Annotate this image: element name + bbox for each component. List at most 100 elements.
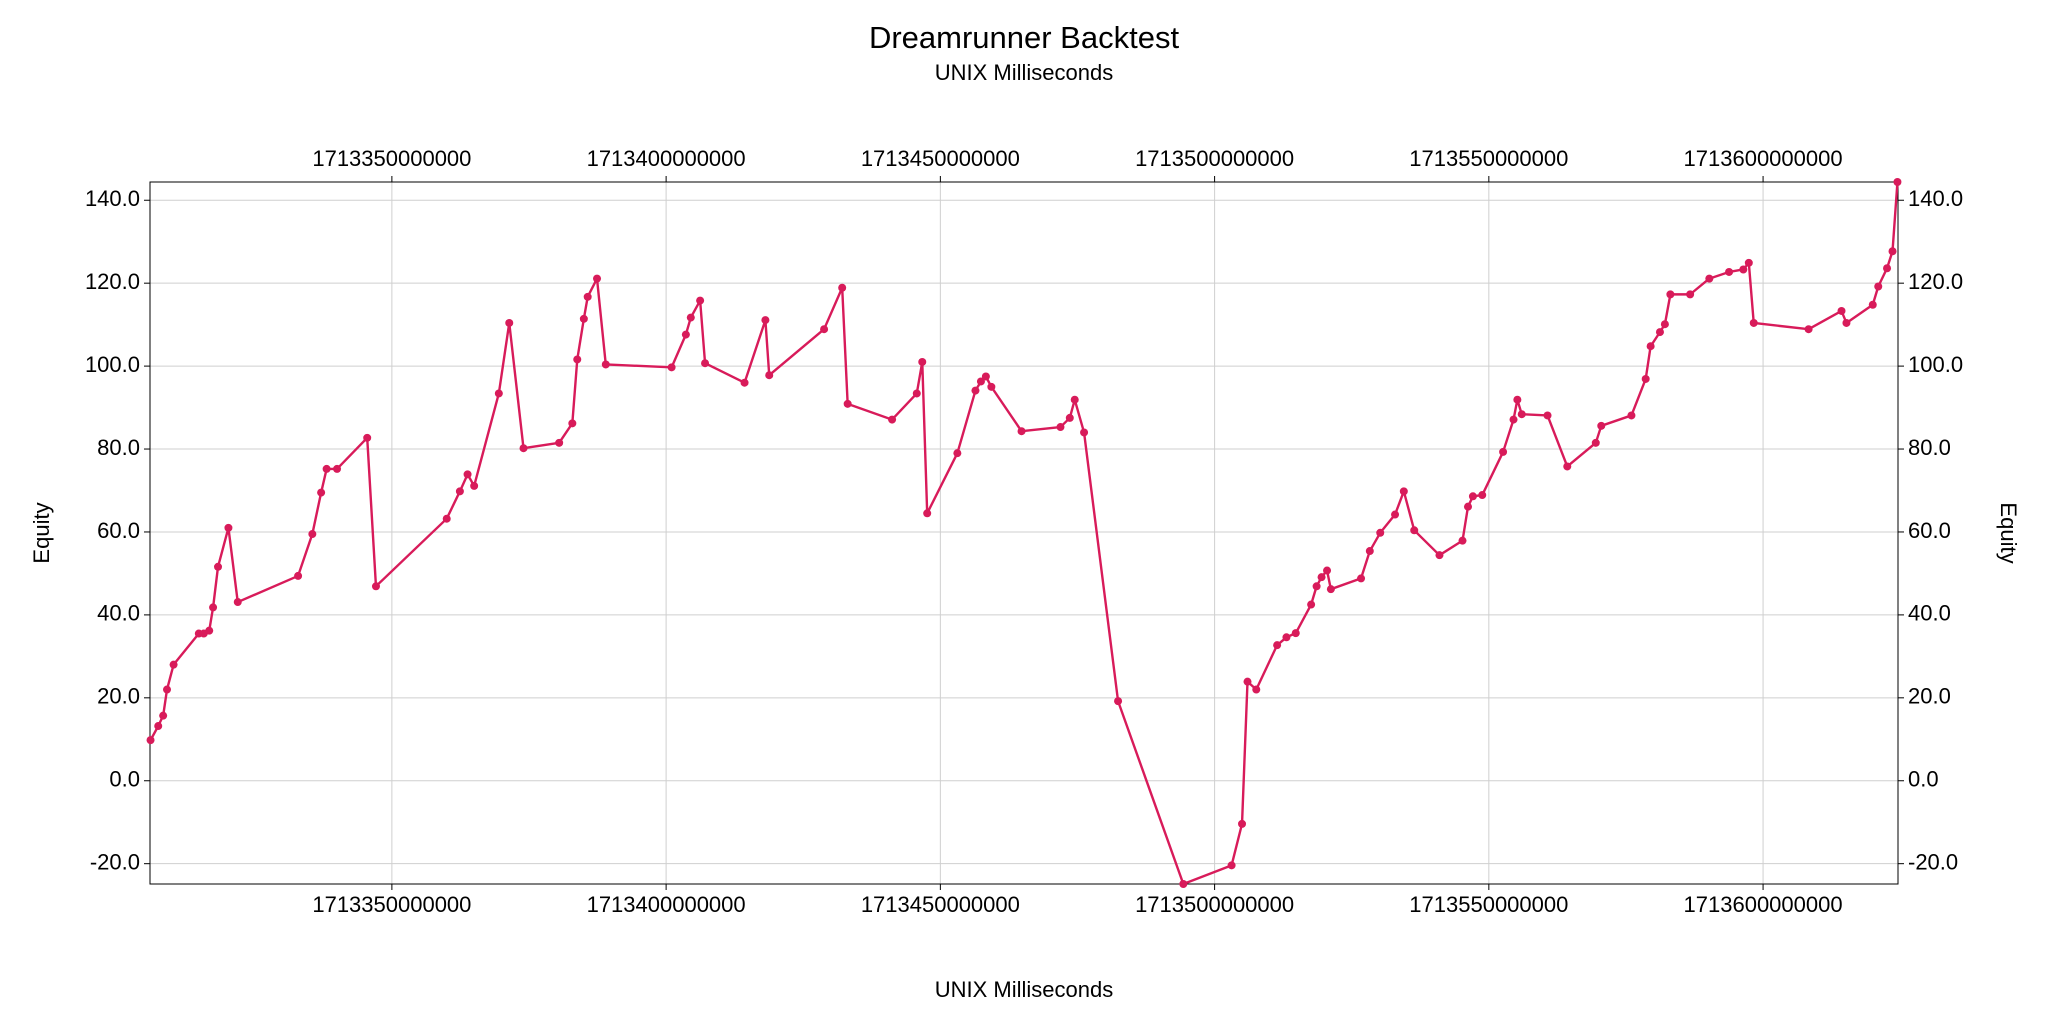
- equity-point: [1705, 274, 1714, 283]
- equity-point: [1435, 551, 1444, 560]
- equity-point: [463, 470, 472, 479]
- equity-point: [686, 313, 695, 322]
- equity-point: [1686, 290, 1695, 299]
- equity-point: [442, 514, 451, 523]
- equity-point: [1660, 320, 1669, 329]
- equity-point: [696, 296, 705, 305]
- y-tick-label-right: 40.0: [1908, 601, 1951, 626]
- equity-point: [163, 685, 172, 694]
- equity-point: [740, 378, 749, 387]
- y-tick-label: 140.0: [85, 186, 140, 211]
- y-tick-label-right: 120.0: [1908, 269, 1963, 294]
- equity-point: [322, 464, 331, 473]
- equity-point: [1391, 510, 1400, 519]
- equity-point: [987, 382, 996, 391]
- equity-point: [838, 283, 847, 292]
- x-axis-label: UNIX Milliseconds: [935, 977, 1114, 1002]
- y-tick-label: 80.0: [97, 435, 140, 460]
- x-tick-label: 1713400000000: [587, 892, 746, 917]
- x-tick-label-top: 1713400000000: [587, 146, 746, 171]
- equity-point: [579, 314, 588, 323]
- equity-point: [765, 371, 774, 380]
- equity-point: [1739, 265, 1748, 274]
- equity-point: [701, 359, 710, 368]
- x-tick-label: 1713550000000: [1409, 892, 1568, 917]
- y-axis-label: Equity: [29, 502, 54, 563]
- equity-point: [1543, 411, 1552, 420]
- equity-point: [912, 389, 921, 398]
- equity-point: [1478, 491, 1487, 500]
- x-tick-label: 1713500000000: [1135, 892, 1294, 917]
- equity-point: [233, 598, 242, 607]
- y-tick-label: 0.0: [109, 767, 140, 792]
- y-tick-label-right: -20.0: [1908, 849, 1958, 874]
- equity-point: [593, 274, 602, 283]
- equity-point: [1017, 427, 1026, 436]
- equity-point: [976, 377, 985, 386]
- equity-point: [1365, 547, 1374, 556]
- equity-point: [1179, 880, 1188, 888]
- equity-point: [1725, 267, 1734, 276]
- equity-point: [1627, 411, 1636, 420]
- equity-point: [1893, 178, 1902, 186]
- equity-point: [1744, 258, 1753, 267]
- equity-line: [149, 181, 1899, 886]
- equity-point: [159, 711, 168, 720]
- equity-point: [601, 360, 610, 369]
- y-tick-label-right: 80.0: [1908, 435, 1951, 460]
- chart-subtitle: UNIX Milliseconds: [935, 60, 1114, 85]
- y-axis-label-right: Equity: [1996, 502, 2021, 563]
- equity-point: [1563, 462, 1572, 471]
- equity-point: [1080, 428, 1089, 437]
- plot-frame: [149, 181, 1899, 885]
- equity-point: [1070, 395, 1079, 404]
- equity-point: [681, 330, 690, 339]
- equity-point: [1227, 861, 1236, 870]
- x-tick-label-top: 1713450000000: [861, 146, 1020, 171]
- y-tick-label-right: 100.0: [1908, 352, 1963, 377]
- equity-point: [583, 292, 592, 301]
- equity-point: [1597, 421, 1606, 430]
- y-tick-label: 40.0: [97, 601, 140, 626]
- equity-point: [1517, 410, 1526, 419]
- equity-point: [1883, 264, 1892, 273]
- equity-point: [494, 389, 503, 398]
- y-tick-label-right: 0.0: [1908, 767, 1939, 792]
- equity-point: [1399, 487, 1408, 496]
- x-tick-label-top: 1713600000000: [1684, 146, 1843, 171]
- equity-point: [1666, 290, 1675, 299]
- x-tick-label-top: 1713350000000: [312, 146, 471, 171]
- equity-point: [1273, 641, 1282, 650]
- equity-point: [1065, 413, 1074, 422]
- equity-point: [888, 415, 897, 424]
- equity-point: [1238, 819, 1247, 828]
- equity-point: [1410, 526, 1419, 535]
- equity-point: [1499, 447, 1508, 456]
- y-tick-label: 60.0: [97, 518, 140, 543]
- equity-point: [923, 509, 932, 518]
- equity-point: [333, 464, 342, 473]
- equity-point: [1468, 492, 1477, 501]
- equity-point: [1591, 438, 1600, 447]
- equity-point: [667, 363, 676, 372]
- equity-point: [214, 562, 223, 571]
- equity-point: [205, 626, 214, 635]
- equity-point: [1641, 374, 1650, 383]
- y-tick-label: 120.0: [85, 269, 140, 294]
- chart-title: Dreamrunner Backtest: [869, 20, 1180, 55]
- equity-point: [1837, 306, 1846, 315]
- equity-point: [820, 325, 829, 334]
- equity-point: [146, 736, 155, 745]
- equity-point: [1307, 600, 1316, 609]
- equity-point: [971, 386, 980, 395]
- equity-point: [1513, 395, 1522, 404]
- equity-point: [371, 582, 380, 591]
- y-tick-label: -20.0: [90, 849, 140, 874]
- equity-point: [1749, 318, 1758, 327]
- equity-point: [455, 487, 464, 496]
- y-tick-label-right: 20.0: [1908, 684, 1951, 709]
- x-tick-label-top: 1713550000000: [1409, 146, 1568, 171]
- equity-point: [505, 318, 514, 327]
- y-tick-label-right: 140.0: [1908, 186, 1963, 211]
